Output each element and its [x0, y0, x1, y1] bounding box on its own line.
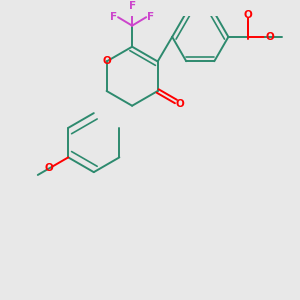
- Text: F: F: [129, 1, 136, 11]
- Text: O: O: [265, 32, 274, 42]
- Text: F: F: [147, 12, 154, 22]
- Text: O: O: [45, 164, 53, 173]
- Text: O: O: [102, 56, 111, 67]
- Text: O: O: [244, 10, 252, 20]
- Text: F: F: [110, 12, 117, 22]
- Text: O: O: [176, 99, 185, 109]
